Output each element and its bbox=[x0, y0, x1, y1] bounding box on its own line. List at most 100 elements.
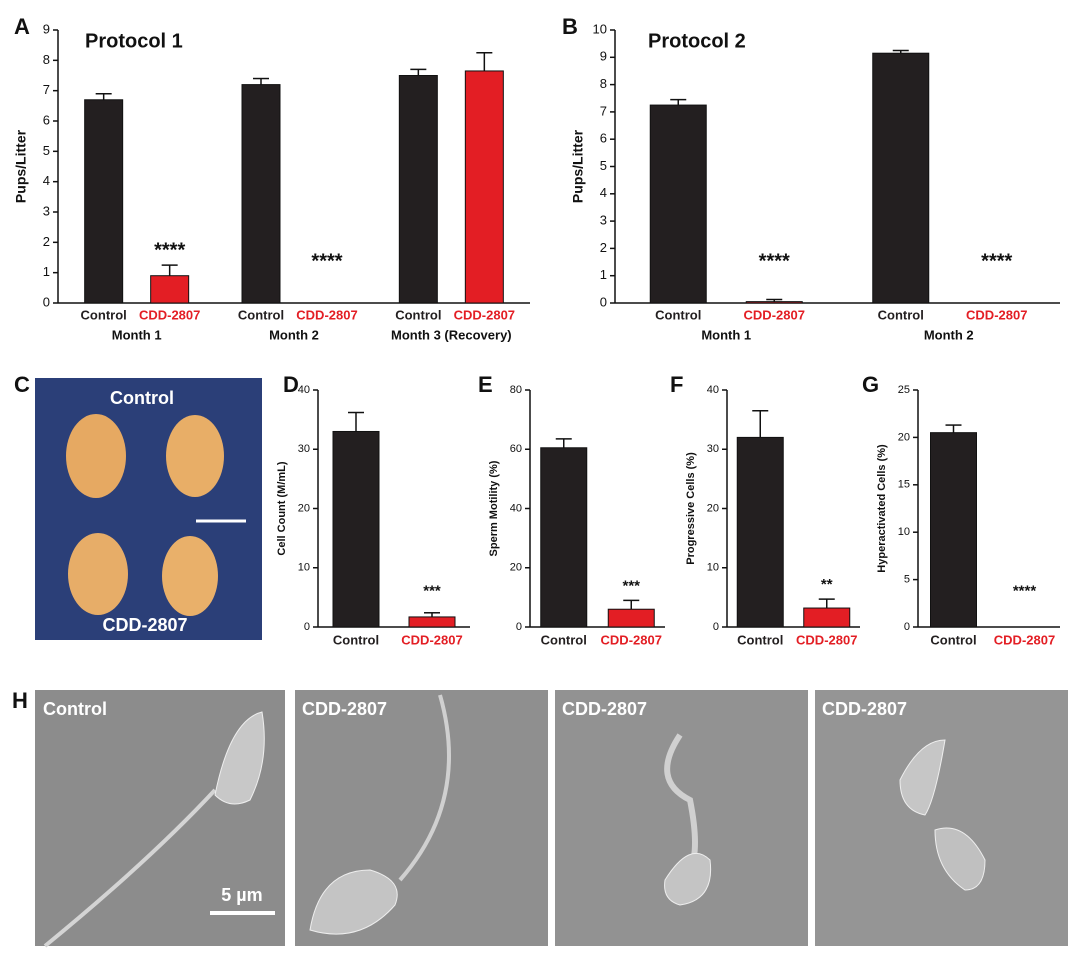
y-tick-label: 30 bbox=[707, 443, 719, 455]
bar bbox=[930, 432, 977, 628]
significance: *** bbox=[622, 577, 640, 594]
category-label: Month 2 bbox=[269, 327, 319, 342]
series-label: CDD-2807 bbox=[296, 307, 357, 322]
y-tick-label: 40 bbox=[510, 502, 522, 514]
series-label: CDD-2807 bbox=[744, 307, 805, 322]
y-tick-label: 9 bbox=[600, 49, 607, 64]
y-tick-label: 20 bbox=[298, 502, 310, 514]
category-label: Month 1 bbox=[112, 327, 162, 342]
sperm-head bbox=[309, 869, 398, 935]
y-axis-label: Progressive Cells (%) bbox=[685, 452, 697, 565]
bar bbox=[150, 275, 190, 304]
significance: **** bbox=[981, 250, 1012, 272]
panel-letter: D bbox=[283, 372, 299, 397]
category-label: CDD-2807 bbox=[601, 632, 662, 647]
photo bbox=[35, 378, 262, 640]
sperm-head bbox=[899, 739, 946, 816]
y-tick-label: 6 bbox=[43, 112, 50, 127]
y-tick-label: 30 bbox=[298, 443, 310, 455]
bar bbox=[398, 75, 438, 304]
y-tick-label: 10 bbox=[898, 526, 910, 538]
series-label: CDD-2807 bbox=[139, 307, 200, 322]
y-tick-label: 4 bbox=[43, 173, 50, 188]
series-label: Control bbox=[81, 307, 127, 322]
y-tick-label: 0 bbox=[516, 621, 522, 633]
y-tick-label: 5 bbox=[600, 158, 607, 173]
panel-letter: C bbox=[14, 372, 30, 397]
y-tick-label: 0 bbox=[304, 621, 310, 633]
category-label: Control bbox=[541, 632, 587, 647]
significance: **** bbox=[311, 250, 342, 272]
significance: **** bbox=[1013, 582, 1037, 599]
y-tick-label: 7 bbox=[600, 103, 607, 118]
panel-letter: B bbox=[562, 14, 578, 39]
chart-title: Protocol 2 bbox=[648, 30, 746, 52]
series-label: Control bbox=[395, 307, 441, 322]
panel-letter: E bbox=[478, 372, 493, 397]
image-label: CDD-2807 bbox=[302, 699, 387, 719]
y-tick-label: 40 bbox=[298, 384, 310, 396]
bar bbox=[736, 436, 784, 628]
significance: ** bbox=[821, 576, 833, 593]
panel-letter: F bbox=[670, 372, 683, 397]
sperm-head bbox=[934, 827, 986, 891]
category-label: CDD-2807 bbox=[796, 632, 857, 647]
y-tick-label: 15 bbox=[898, 479, 910, 491]
panel-letter: G bbox=[862, 372, 879, 397]
testis bbox=[162, 536, 218, 616]
panel-c: C Control CDD-2807 bbox=[14, 372, 262, 640]
testis bbox=[66, 414, 126, 498]
testis bbox=[68, 533, 128, 615]
panel-letter: A bbox=[14, 14, 30, 39]
y-axis-label: Pups/Litter bbox=[570, 129, 586, 203]
y-tick-label: 6 bbox=[600, 131, 607, 146]
micrograph bbox=[815, 690, 1068, 946]
image-label: CDD-2807 bbox=[822, 699, 907, 719]
series-label: Control bbox=[238, 307, 284, 322]
series-label: Control bbox=[878, 307, 924, 322]
bar bbox=[332, 430, 380, 628]
category-label: Month 1 bbox=[701, 327, 751, 342]
significance: **** bbox=[154, 239, 185, 261]
category-label: Control bbox=[737, 632, 783, 647]
series-label: Control bbox=[655, 307, 701, 322]
y-tick-label: 2 bbox=[43, 234, 50, 249]
y-tick-label: 0 bbox=[713, 621, 719, 633]
bar bbox=[872, 52, 930, 304]
bar bbox=[745, 301, 803, 304]
category-label: Control bbox=[930, 632, 976, 647]
y-tick-label: 1 bbox=[600, 267, 607, 282]
y-tick-label: 80 bbox=[510, 384, 522, 396]
bar bbox=[803, 607, 851, 628]
y-tick-label: 1 bbox=[43, 264, 50, 279]
y-tick-label: 8 bbox=[43, 52, 50, 67]
image-label: Control bbox=[110, 388, 174, 408]
chart-title: Protocol 1 bbox=[85, 30, 183, 52]
category-label: CDD-2807 bbox=[401, 632, 462, 647]
y-tick-label: 20 bbox=[707, 502, 719, 514]
y-tick-label: 5 bbox=[43, 143, 50, 158]
y-axis-label: Hyperactivated Cells (%) bbox=[876, 444, 888, 573]
y-tick-label: 40 bbox=[707, 384, 719, 396]
sperm-head bbox=[214, 711, 265, 805]
category-label: Month 3 (Recovery) bbox=[391, 327, 512, 342]
series-label: CDD-2807 bbox=[454, 307, 515, 322]
y-tick-label: 5 bbox=[904, 574, 910, 586]
y-tick-label: 7 bbox=[43, 82, 50, 97]
bar bbox=[241, 84, 281, 304]
y-tick-label: 9 bbox=[43, 21, 50, 36]
image-label: CDD-2807 bbox=[102, 615, 187, 635]
y-tick-label: 25 bbox=[898, 384, 910, 396]
category-label: Month 2 bbox=[924, 327, 974, 342]
panel-h: H Control CDD-2807 CDD-2807 CDD-2807 5 µ… bbox=[12, 688, 1068, 948]
y-axis-label: Sperm Motility (%) bbox=[488, 460, 500, 556]
panel-letter: H bbox=[12, 688, 28, 713]
significance: **** bbox=[759, 250, 790, 272]
y-axis-label: Pups/Litter bbox=[13, 129, 29, 203]
y-tick-label: 10 bbox=[707, 562, 719, 574]
sperm-head bbox=[664, 852, 712, 906]
y-tick-label: 8 bbox=[600, 76, 607, 91]
sperm-tail bbox=[398, 694, 451, 882]
image-label: CDD-2807 bbox=[562, 699, 647, 719]
